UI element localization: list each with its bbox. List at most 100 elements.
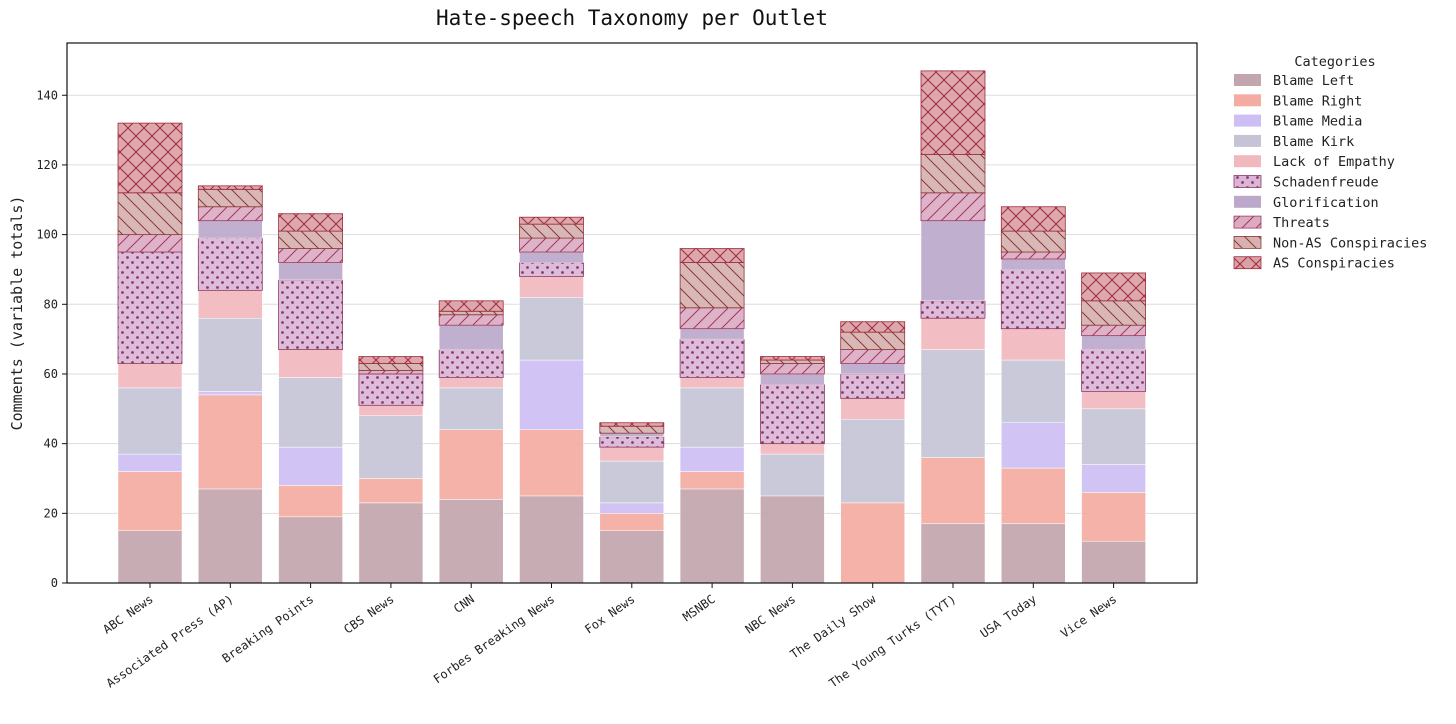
- bar-segment: [1081, 335, 1146, 350]
- bar-segment: [1081, 540, 1146, 584]
- bar-segment-hatch: [439, 314, 504, 326]
- bar-segment-hatch: [198, 206, 263, 221]
- bar-segment-hatch: [1001, 206, 1066, 232]
- bar-segment-hatch: [1001, 231, 1066, 253]
- bar-segment: [760, 373, 825, 385]
- bar-segment: [198, 220, 263, 239]
- legend-label: AS Conspiracies: [1273, 256, 1395, 272]
- bar-segment: [519, 429, 584, 497]
- bar-segment-hatch: [118, 192, 182, 235]
- bar-segment-hatch: [118, 123, 182, 193]
- bar-segment-hatch: [439, 349, 504, 378]
- bar-segment-hatch: [1081, 349, 1146, 392]
- legend-label: Glorification: [1273, 195, 1379, 211]
- x-tick-label: USA Today: [978, 592, 1039, 641]
- bar-segment: [519, 297, 584, 361]
- bar-segment: [519, 359, 584, 430]
- y-tick-label: 60: [44, 367, 58, 381]
- bar-segment: [1001, 523, 1066, 584]
- bar-segment: [198, 394, 263, 490]
- bar-segment: [840, 363, 905, 375]
- bar-segment: [840, 398, 905, 420]
- y-tick-label: 120: [36, 158, 58, 172]
- bar-segment-hatch: [760, 356, 825, 361]
- bar-segment-hatch: [760, 360, 825, 364]
- bar-segment: [599, 513, 665, 531]
- bar-segment: [679, 387, 745, 448]
- bar-segment-hatch: [921, 70, 985, 155]
- bar-segment-hatch: [519, 217, 584, 225]
- y-tick-label: 40: [44, 437, 58, 451]
- bar-segment-hatch: [921, 154, 985, 193]
- bar-segment: [679, 488, 745, 584]
- bar-segment: [1001, 359, 1066, 423]
- x-tick-label: Associated Press (AP): [104, 592, 236, 690]
- bar-segment: [198, 290, 263, 319]
- bar-segment: [760, 443, 825, 455]
- bar-segment: [278, 516, 343, 584]
- bar-segment: [278, 262, 343, 281]
- bar-segment-hatch: [680, 339, 745, 378]
- bar-segment-hatch: [439, 300, 504, 312]
- legend-label: Non-AS Conspiracies: [1273, 235, 1427, 251]
- bar-segment: [519, 251, 584, 263]
- legend-swatch-hatch: [1234, 256, 1261, 269]
- bar-stack: [278, 213, 344, 584]
- bar-segment-hatch: [1001, 252, 1066, 259]
- bar-segment-hatch: [840, 321, 905, 333]
- bar-segment-hatch: [599, 436, 664, 448]
- legend-label: Blame Left: [1273, 73, 1354, 89]
- bar-segment: [198, 488, 263, 584]
- bar-segment: [599, 460, 665, 504]
- bar-segment-hatch: [519, 224, 584, 239]
- bar-segment: [840, 419, 905, 504]
- bar-segment: [198, 317, 263, 392]
- bar-stack: [679, 248, 745, 584]
- bar-segment: [679, 446, 745, 472]
- legend-label: Blame Kirk: [1273, 134, 1354, 150]
- legend-swatch-hatch: [1234, 175, 1261, 188]
- legend-label: Schadenfreude: [1273, 175, 1379, 191]
- legend-label: Blame Right: [1273, 93, 1362, 109]
- bar-segment: [920, 317, 986, 350]
- bar-segment: [920, 220, 986, 302]
- legend-swatch: [1234, 195, 1261, 208]
- bar-segment: [519, 495, 584, 584]
- bar-stack: [1081, 272, 1146, 584]
- x-tick-label: Fox News: [582, 592, 637, 637]
- legend-label: Blame Media: [1273, 114, 1362, 130]
- bar-segment: [117, 471, 183, 531]
- x-tick-label: ABC News: [100, 592, 155, 637]
- bar-segment: [920, 349, 986, 458]
- bar-segment-hatch: [599, 422, 664, 427]
- x-tick-label: Forbes Breaking News: [431, 592, 557, 686]
- bar-segment: [1081, 391, 1146, 410]
- bar-segment: [1081, 464, 1146, 493]
- bar-segment: [117, 530, 183, 584]
- bar-segment: [599, 502, 665, 514]
- bar-segment-hatch: [599, 426, 664, 434]
- bar-segment: [117, 453, 183, 472]
- bar-segment-hatch: [680, 262, 745, 308]
- bar-segment-hatch: [921, 192, 985, 221]
- bar-segment-hatch: [278, 248, 343, 263]
- bar-segment-hatch: [840, 349, 905, 364]
- bar-segment-hatch: [358, 370, 423, 374]
- bar-segment: [358, 405, 424, 417]
- y-tick-label: 0: [51, 576, 58, 590]
- bar-stack: [1000, 206, 1066, 584]
- bar-stack: [197, 185, 263, 584]
- bar-segment-hatch: [680, 248, 745, 263]
- bar-segment-hatch: [118, 234, 182, 253]
- legend-swatch: [1234, 94, 1261, 107]
- bar-segment-hatch: [118, 252, 182, 364]
- bar-stack: [519, 216, 584, 584]
- chart-title: Hate-speech Taxonomy per Outlet: [436, 6, 828, 30]
- bar-stack: [840, 321, 906, 584]
- bar-segment: [599, 530, 665, 584]
- legend-swatch: [1234, 155, 1261, 168]
- bar-segment: [760, 453, 825, 497]
- bar-segment: [1001, 422, 1066, 469]
- bar-segment: [358, 478, 424, 504]
- bar-segment-hatch: [358, 363, 423, 371]
